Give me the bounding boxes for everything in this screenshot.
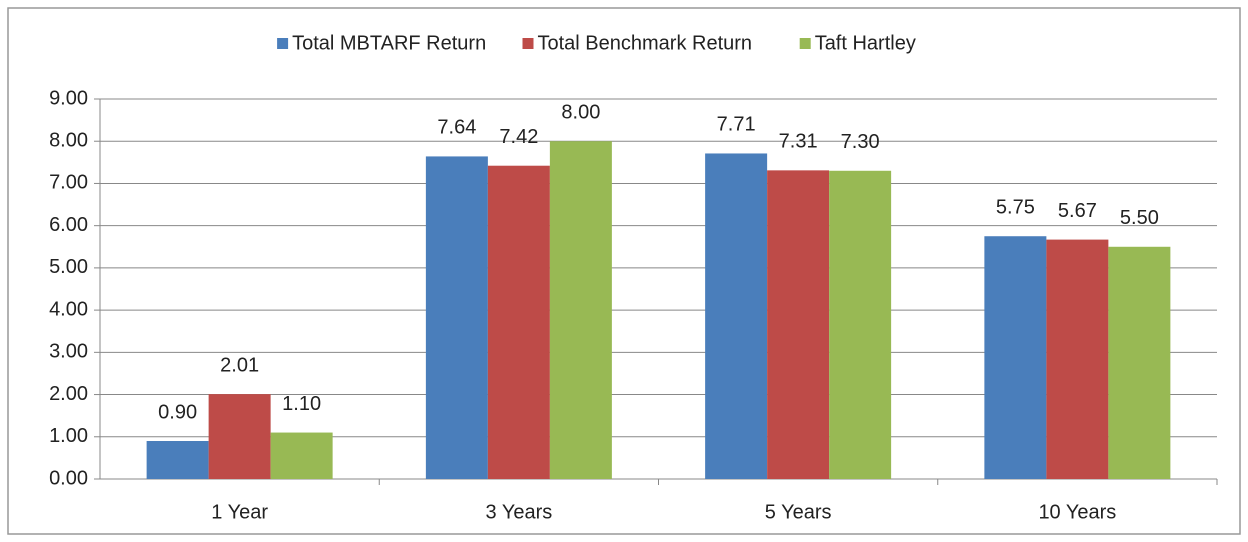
bar [487,165,550,479]
legend-swatch [277,38,289,49]
y-tick-label: 0.00 [49,467,88,489]
y-tick-label: 2.00 [49,383,88,405]
x-tick-label: 10 Years [1038,501,1116,523]
data-label: 1.10 [282,393,321,415]
y-tick-label: 5.00 [49,256,88,278]
y-tick-label: 4.00 [49,298,88,320]
bar [270,432,333,479]
bar [1108,246,1171,479]
y-tick-label: 8.00 [49,130,88,152]
bar [146,441,209,479]
y-tick-label: 9.00 [49,87,88,109]
legend-swatch [799,38,811,49]
legend-label: Total MBTARF Return [292,32,486,54]
data-label: 7.42 [499,126,538,148]
bar [425,156,488,479]
bar [705,153,768,479]
y-tick-label: 6.00 [49,214,88,236]
data-label: 5.67 [1058,200,1097,222]
x-tick-label: 5 Years [765,501,832,523]
y-tick-label: 3.00 [49,341,88,363]
y-tick-label: 7.00 [49,172,88,194]
data-label: 7.71 [717,114,756,136]
data-label: 0.90 [158,401,197,423]
data-label: 7.64 [437,117,476,139]
bar [549,141,612,479]
x-tick-label: 1 Year [211,501,268,523]
x-tick-label: 3 Years [486,501,553,523]
legend-label: Taft Hartley [815,32,916,54]
data-label: 8.00 [561,102,600,124]
legend-label: Total Benchmark Return [538,32,753,54]
data-label: 7.31 [779,131,818,153]
bar [208,394,271,479]
y-tick-label: 1.00 [49,425,88,447]
data-label: 5.75 [996,197,1035,219]
legend-swatch [522,38,534,49]
data-label: 7.30 [841,131,880,153]
data-label: 2.01 [220,354,259,376]
bar [1046,239,1109,479]
bar [829,170,892,479]
bar [984,236,1047,479]
data-label: 5.50 [1120,207,1159,229]
bar [767,170,830,479]
